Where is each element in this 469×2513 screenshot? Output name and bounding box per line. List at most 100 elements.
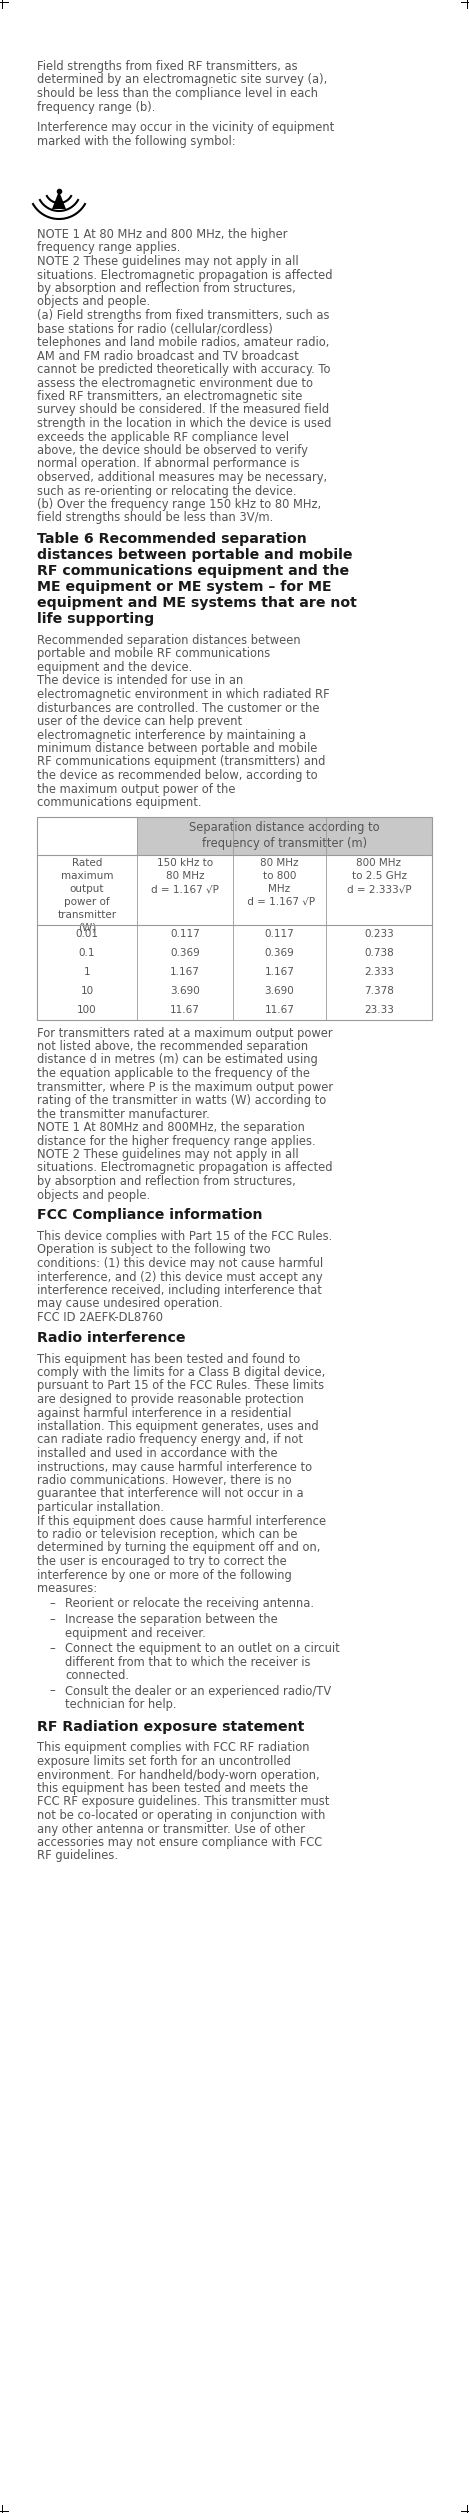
Text: communications equipment.: communications equipment. [37,797,202,809]
Text: electromagnetic interference by maintaining a: electromagnetic interference by maintain… [37,729,306,741]
Polygon shape [52,191,66,209]
Text: objects and people.: objects and people. [37,1189,150,1201]
Text: this equipment has been tested and meets the: this equipment has been tested and meets… [37,1782,308,1794]
Text: (b) Over the frequency range 150 kHz to 80 MHz,: (b) Over the frequency range 150 kHz to … [37,498,321,510]
Text: not listed above, the recommended separation: not listed above, the recommended separa… [37,1040,308,1053]
Text: guarantee that interference will not occur in a: guarantee that interference will not occ… [37,1488,303,1500]
Text: equipment and receiver.: equipment and receiver. [65,1626,206,1638]
Text: 11.67: 11.67 [265,1005,295,1015]
Text: 3.690: 3.690 [265,985,295,995]
Text: The device is intended for use in an: The device is intended for use in an [37,673,243,689]
Text: For transmitters rated at a maximum output power: For transmitters rated at a maximum outp… [37,1025,333,1040]
Text: distance for the higher frequency range applies.: distance for the higher frequency range … [37,1133,316,1148]
Text: exceeds the applicable RF compliance level: exceeds the applicable RF compliance lev… [37,430,289,442]
Text: installed and used in accordance with the: installed and used in accordance with th… [37,1447,278,1460]
Text: are designed to provide reasonable protection: are designed to provide reasonable prote… [37,1392,304,1405]
Text: 0.1: 0.1 [79,947,95,957]
Text: interference, and (2) this device must accept any: interference, and (2) this device must a… [37,1272,323,1284]
Text: the device as recommended below, according to: the device as recommended below, accordi… [37,769,318,782]
Text: against harmful interference in a residential: against harmful interference in a reside… [37,1407,291,1420]
Text: electromagnetic environment in which radiated RF: electromagnetic environment in which rad… [37,689,330,701]
Text: by absorption and reflection from structures,: by absorption and reflection from struct… [37,281,296,294]
Text: RF guidelines.: RF guidelines. [37,1850,118,1862]
Text: If this equipment does cause harmful interference: If this equipment does cause harmful int… [37,1515,326,1528]
Text: 7.378: 7.378 [364,985,394,995]
Text: environment. For handheld/body-worn operation,: environment. For handheld/body-worn oper… [37,1769,320,1782]
Text: Interference may occur in the vicinity of equipment: Interference may occur in the vicinity o… [37,121,334,133]
Text: instructions, may cause harmful interference to: instructions, may cause harmful interfer… [37,1460,312,1473]
Text: should be less than the compliance level in each: should be less than the compliance level… [37,88,318,101]
Text: the user is encouraged to try to correct the: the user is encouraged to try to correct… [37,1556,287,1568]
Text: 2.333: 2.333 [364,968,394,978]
Text: 150 kHz to
80 MHz
d = 1.167 √P: 150 kHz to 80 MHz d = 1.167 √P [151,859,219,895]
Text: –: – [49,1684,55,1696]
Text: NOTE 2 These guidelines may not apply in all: NOTE 2 These guidelines may not apply in… [37,1148,299,1161]
Text: 3.690: 3.690 [170,985,200,995]
Text: interference by one or more of the following: interference by one or more of the follo… [37,1568,292,1581]
Text: 11.67: 11.67 [170,1005,200,1015]
Text: objects and people.: objects and people. [37,297,150,309]
Text: 100: 100 [77,1005,97,1015]
Text: –: – [49,1641,55,1656]
Text: 0.117: 0.117 [265,930,295,940]
Text: the transmitter manufacturer.: the transmitter manufacturer. [37,1108,210,1121]
Text: AM and FM radio broadcast and TV broadcast: AM and FM radio broadcast and TV broadca… [37,349,299,362]
Text: different from that to which the receiver is: different from that to which the receive… [65,1656,310,1669]
Text: –: – [49,1613,55,1626]
Text: above, the device should be observed to verify: above, the device should be observed to … [37,445,308,457]
Text: rating of the transmitter in watts (W) according to: rating of the transmitter in watts (W) a… [37,1093,326,1108]
Text: technician for help.: technician for help. [65,1699,176,1711]
Text: FCC RF exposure guidelines. This transmitter must: FCC RF exposure guidelines. This transmi… [37,1794,329,1809]
Text: Connect the equipment to an outlet on a circuit: Connect the equipment to an outlet on a … [65,1641,340,1656]
Text: RF Radiation exposure statement: RF Radiation exposure statement [37,1719,304,1734]
Text: measures:: measures: [37,1583,97,1596]
Text: This device complies with Part 15 of the FCC Rules.: This device complies with Part 15 of the… [37,1229,332,1244]
Text: strength in the location in which the device is used: strength in the location in which the de… [37,417,332,430]
Text: the maximum output power of the: the maximum output power of the [37,782,235,797]
Text: marked with the following symbol:: marked with the following symbol: [37,136,235,148]
Text: assess the electromagnetic environment due to: assess the electromagnetic environment d… [37,377,313,390]
Text: 10: 10 [81,985,93,995]
Text: distance d in metres (m) can be estimated using: distance d in metres (m) can be estimate… [37,1053,318,1066]
Text: comply with the limits for a Class B digital device,: comply with the limits for a Class B dig… [37,1367,325,1380]
Text: Reorient or relocate the receiving antenna.: Reorient or relocate the receiving anten… [65,1598,314,1611]
Text: 0.01: 0.01 [76,930,98,940]
Text: can radiate radio frequency energy and, if not: can radiate radio frequency energy and, … [37,1432,303,1447]
Text: 0.738: 0.738 [364,947,394,957]
Text: Radio interference: Radio interference [37,1329,186,1344]
Text: life supporting: life supporting [37,613,154,626]
Text: accessories may not ensure compliance with FCC: accessories may not ensure compliance wi… [37,1837,322,1850]
Text: such as re-orienting or relocating the device.: such as re-orienting or relocating the d… [37,485,296,498]
Text: minimum distance between portable and mobile: minimum distance between portable and mo… [37,741,318,754]
Text: to radio or television reception, which can be: to radio or television reception, which … [37,1528,297,1540]
Text: Increase the separation between the: Increase the separation between the [65,1613,278,1626]
Text: Rated
maximum
output
power of
transmitter
(W): Rated maximum output power of transmitte… [57,859,117,932]
Text: user of the device can help prevent: user of the device can help prevent [37,716,242,729]
Text: FCC ID 2AEFK-DL8760: FCC ID 2AEFK-DL8760 [37,1312,163,1324]
Text: field strengths should be less than 3V/m.: field strengths should be less than 3V/m… [37,513,273,525]
Text: 0.117: 0.117 [170,930,200,940]
Text: 1.167: 1.167 [265,968,295,978]
Text: particular installation.: particular installation. [37,1500,164,1513]
Text: Field strengths from fixed RF transmitters, as: Field strengths from fixed RF transmitte… [37,60,298,73]
Text: 1.167: 1.167 [170,968,200,978]
Text: equipment and ME systems that are not: equipment and ME systems that are not [37,596,357,611]
Text: installation. This equipment generates, uses and: installation. This equipment generates, … [37,1420,318,1432]
Text: situations. Electromagnetic propagation is affected: situations. Electromagnetic propagation … [37,269,333,281]
Text: Operation is subject to the following two: Operation is subject to the following tw… [37,1244,271,1256]
Text: NOTE 1 At 80MHz and 800MHz, the separation: NOTE 1 At 80MHz and 800MHz, the separati… [37,1121,305,1133]
Text: cannot be predicted theoretically with accuracy. To: cannot be predicted theoretically with a… [37,362,331,377]
Text: NOTE 2 These guidelines may not apply in all: NOTE 2 These guidelines may not apply in… [37,254,299,269]
Text: may cause undesired operation.: may cause undesired operation. [37,1297,223,1309]
Text: survey should be considered. If the measured field: survey should be considered. If the meas… [37,405,329,417]
Text: disturbances are controlled. The customer or the: disturbances are controlled. The custome… [37,701,319,714]
Text: This equipment complies with FCC RF radiation: This equipment complies with FCC RF radi… [37,1742,310,1754]
Text: not be co-located or operating in conjunction with: not be co-located or operating in conjun… [37,1809,325,1822]
Text: the equation applicable to the frequency of the: the equation applicable to the frequency… [37,1068,310,1081]
Text: frequency range applies.: frequency range applies. [37,241,181,254]
Text: exposure limits set forth for an uncontrolled: exposure limits set forth for an uncontr… [37,1754,291,1769]
Text: Separation distance according to
frequency of transmitter (m): Separation distance according to frequen… [189,822,380,849]
Text: any other antenna or transmitter. Use of other: any other antenna or transmitter. Use of… [37,1822,305,1834]
Text: interference received, including interference that: interference received, including interfe… [37,1284,322,1297]
Text: (a) Field strengths from fixed transmitters, such as: (a) Field strengths from fixed transmitt… [37,309,330,322]
